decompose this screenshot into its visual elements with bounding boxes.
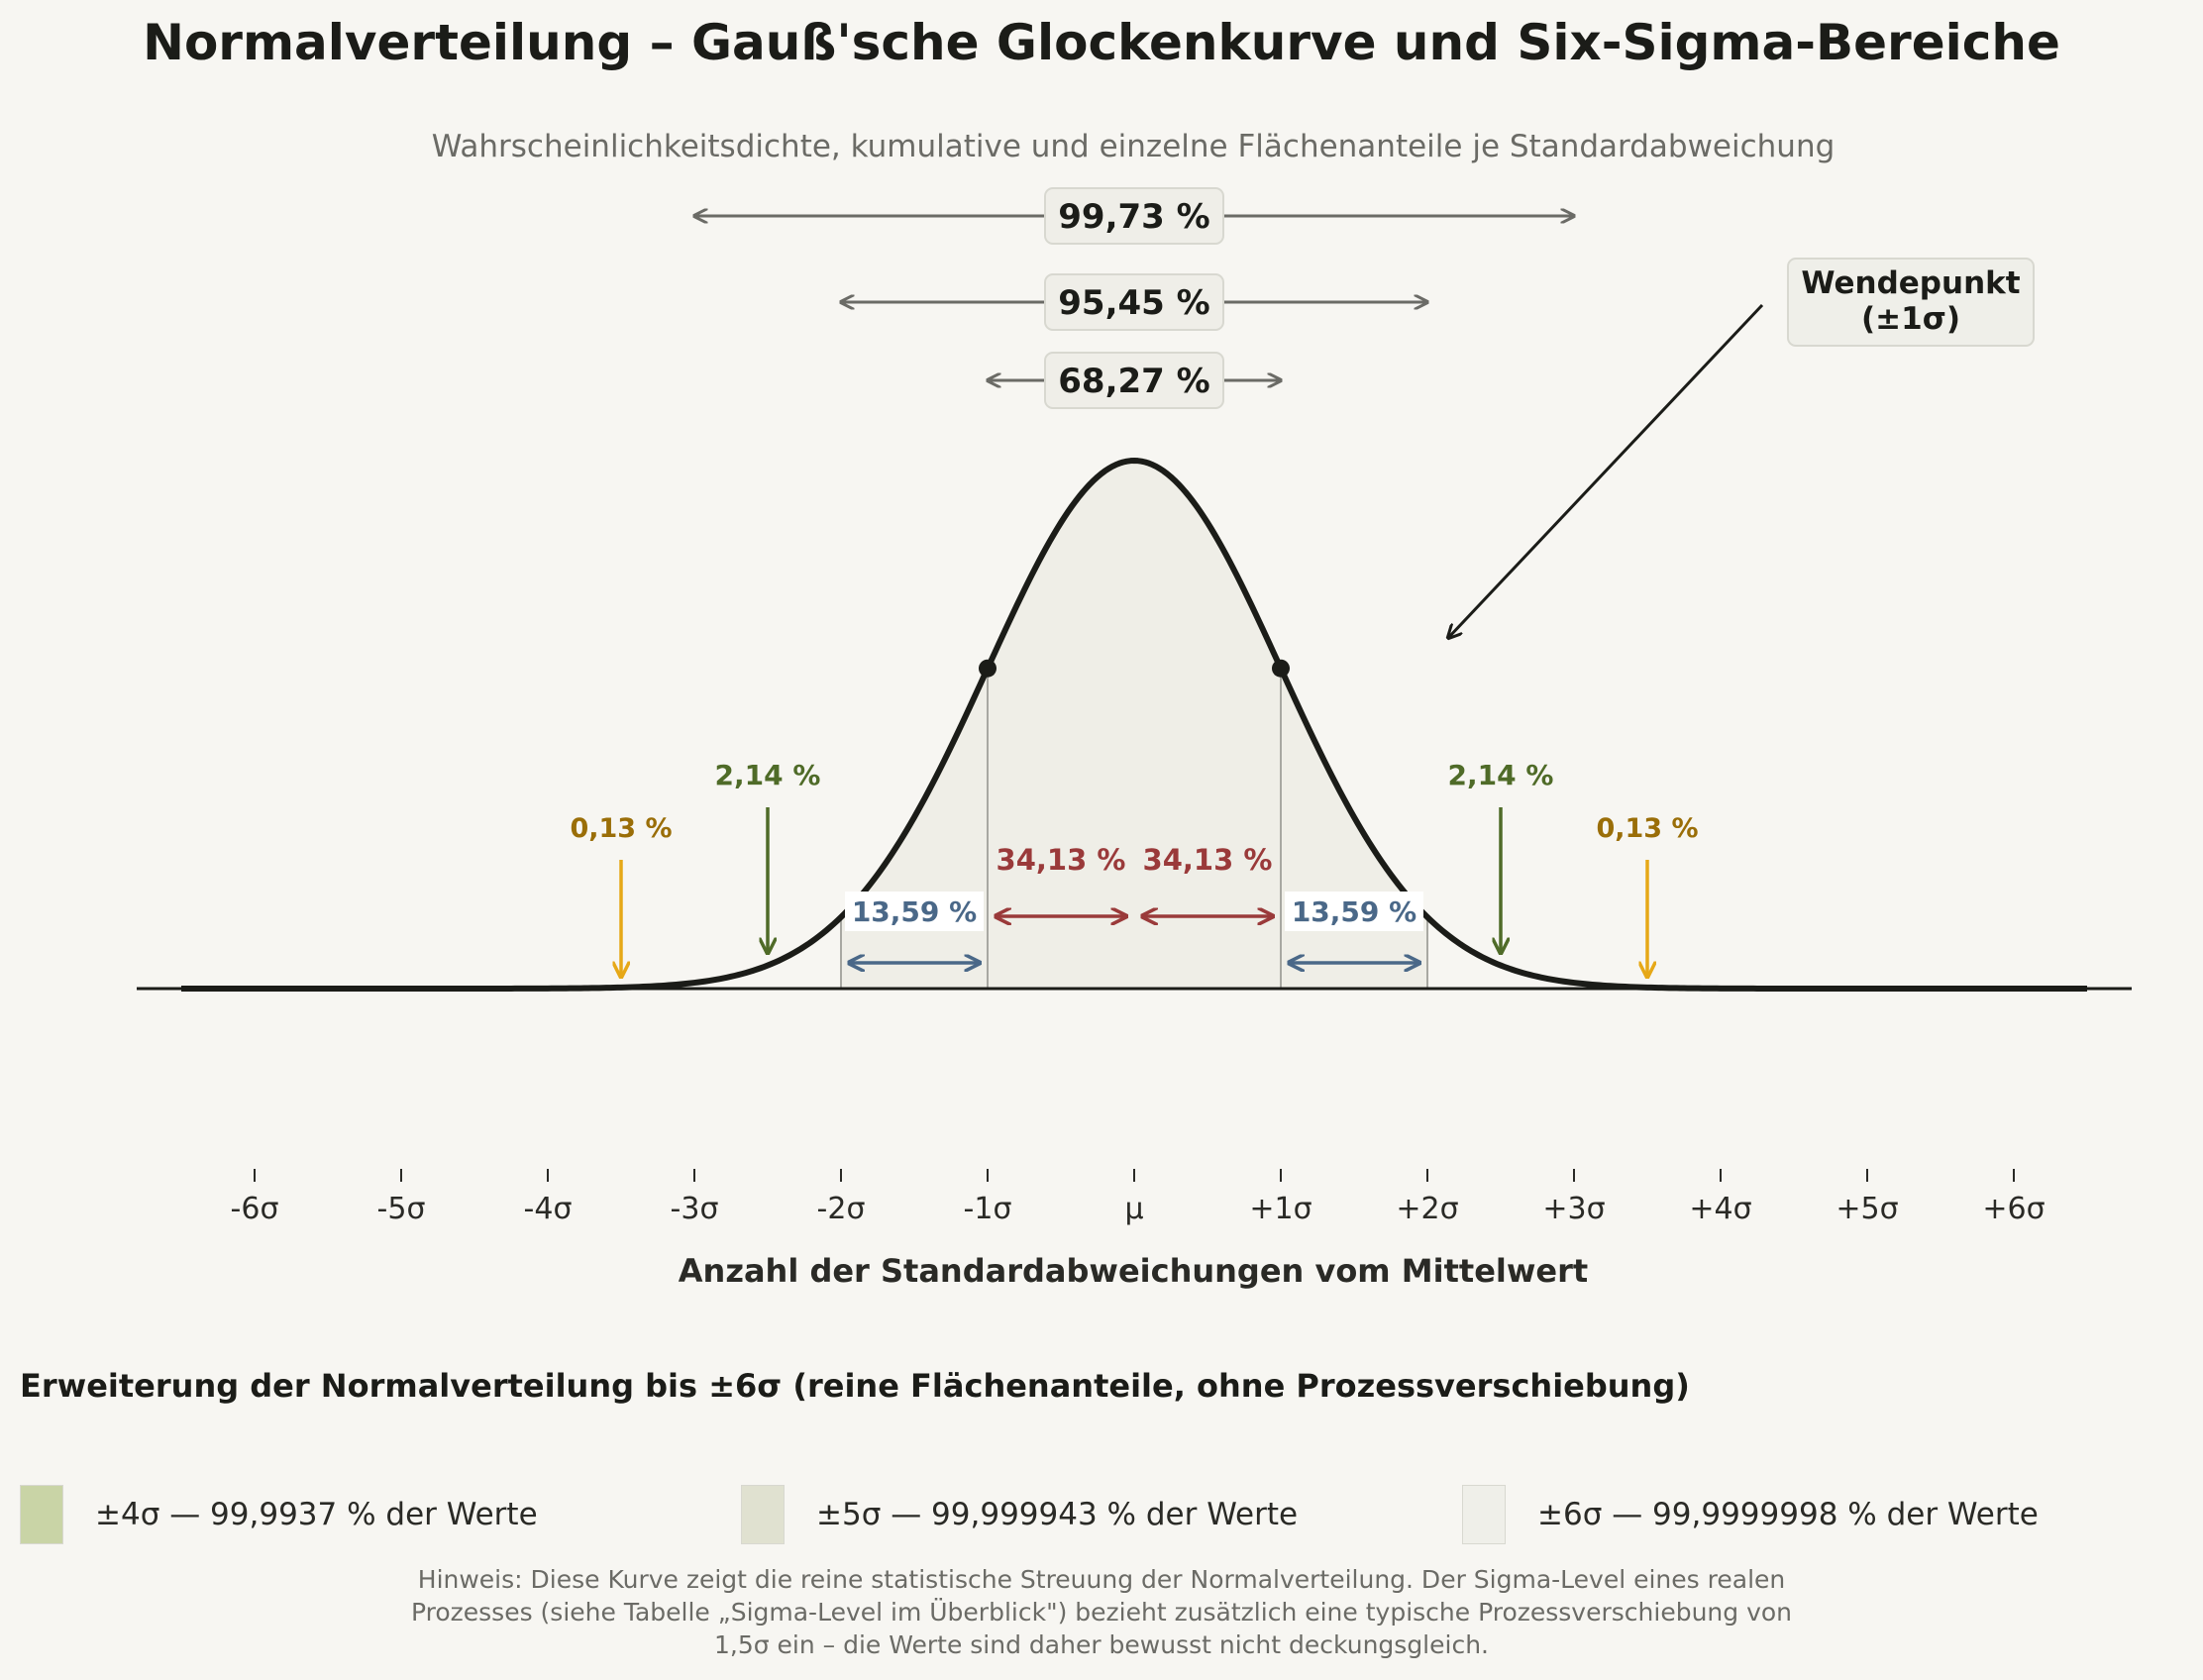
segment-label: 2,14 % [715,759,821,791]
segment-label: 34,13 % [997,843,1126,877]
x-tick-label: +5σ [1836,1192,1898,1226]
footnote: Hinweis: Diese Kurve zeigt die reine sta… [410,1565,1793,1659]
x-tick-label: +6σ [1982,1192,2045,1226]
extension-title: Erweiterung der Normalverteilung bis ±6σ… [20,1367,1690,1405]
x-tick-label: +1σ [1249,1192,1311,1226]
legend-swatch-4sigma [20,1485,63,1544]
x-tick-label: μ [1124,1192,1143,1226]
callout-line-2: (±1σ) [1861,301,1960,337]
legend-item-6sigma: ±6σ — 99,9999998 % der Werte [1462,1484,2039,1545]
segment-label: 13,59 % [1292,895,1416,928]
legend-item-4sigma: ±4σ — 99,9937 % der Werte [20,1484,538,1545]
segment-label: 34,13 % [1143,843,1273,877]
sigma-boundary-lines [840,668,1428,989]
cumulative-label: 68,27 % [1058,362,1209,401]
segment-label: 13,59 % [852,895,977,928]
x-tick-label: +4σ [1689,1192,1751,1226]
x-axis-label: Anzahl der Standardabweichungen vom Mitt… [679,1252,1588,1290]
legend-label-5sigma: ±5σ — 99,999943 % der Werte [816,1497,1299,1532]
cumulative-label: 99,73 % [1058,197,1209,237]
chart-subtitle: Wahrscheinlichkeitsdichte, kumulative un… [432,129,1836,164]
legend-label-4sigma: ±4σ — 99,9937 % der Werte [95,1497,538,1532]
segment-label: 0,13 % [1596,813,1698,844]
inflection-point [1272,659,1290,678]
segment-label-bg [1285,892,1423,931]
chart-title: Normalverteilung – Gauß'sche Glockenkurv… [143,14,2060,71]
bell-curve [181,458,2087,992]
legend-swatch-5sigma [741,1485,785,1544]
cumulative-label-box [1044,352,1224,409]
callout-box [1787,258,2035,347]
x-tick-label: -3σ [671,1192,719,1226]
x-tick-label: +3σ [1542,1192,1605,1226]
x-tick-label: +2σ [1396,1192,1458,1226]
segment-label-bg [845,892,984,931]
segment-label: 2,14 % [1448,759,1554,791]
inflection-points [979,659,1290,678]
x-tick-label: -5σ [377,1192,426,1226]
callout-arrow [1448,303,1764,638]
callout-line-1: Wendepunkt [1801,265,2020,301]
cumulative-label: 95,45 % [1058,283,1209,323]
legend-label-6sigma: ±6σ — 99,9999998 % der Werte [1537,1497,2039,1532]
x-tick-label: -1σ [964,1192,1012,1226]
x-tick-label: -4σ [524,1192,573,1226]
inflection-point [979,659,997,678]
cumulative-label-box [1044,187,1224,245]
normal-distribution-chart: Normalverteilung – Gauß'sche Glockenkurv… [137,14,2132,1290]
legend-swatch-6sigma [1462,1485,1506,1544]
segment-label: 0,13 % [570,813,672,844]
x-tick-label: -6σ [231,1192,279,1226]
segment-percentage-markers: 34,13 % 34,13 % 13,59 % 13,59 % 2,14 % 2,14 %… [570,759,1699,977]
cumulative-label-box [1044,273,1224,331]
x-axis-ticks: -6σ -5σ -4σ -3σ -2σ -1σ μ +1σ +2σ +3σ +4σ +5σ +6σ [231,1169,2046,1226]
inflection-callout: Wendepunkt (±1σ) [1448,258,2035,638]
cumulative-range-markers: 99,73 % 95,45 % 68,27 % [694,187,1574,409]
x-tick-label: -2σ [817,1192,866,1226]
legend-item-5sigma: ±5σ — 99,999943 % der Werte [741,1484,1298,1545]
